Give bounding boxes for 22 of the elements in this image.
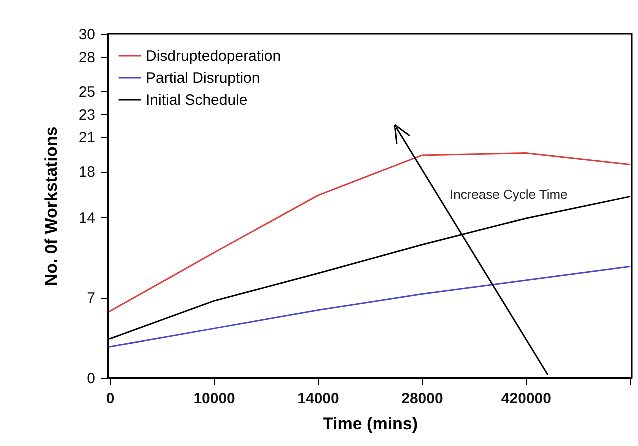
y-tick-label: 30 (78, 26, 96, 44)
line-series (109, 152, 631, 312)
legend-label: Disdruptedoperation (146, 48, 282, 65)
y-tick-label: 28 (78, 49, 96, 66)
y-tick-label: 18 (78, 164, 96, 182)
line-series (109, 266, 631, 348)
y-tick-label: 0 (87, 370, 96, 388)
x-tick-label: 14000 (298, 390, 340, 408)
x-tick-label: 420000 (501, 390, 552, 408)
y-tick-label: 14 (78, 210, 96, 227)
x-tick-label: 0 (106, 390, 115, 408)
x-tick-label: 10000 (194, 390, 236, 408)
y-tick-label: 23 (78, 106, 96, 124)
y-axis-title: No. 0f Workstations (42, 126, 61, 286)
legend-label: Initial Schedule (146, 92, 248, 109)
legend-label: Partial Disruption (146, 70, 260, 87)
annotation: Increase Cycle Time (450, 187, 568, 202)
x-axis-title: Time (mins) (322, 414, 418, 434)
y-tick-label: 25 (78, 84, 96, 101)
y-tick-label: 21 (78, 130, 96, 147)
y-tick-label: 7 (87, 290, 96, 308)
x-tick-label: 28000 (402, 390, 444, 408)
